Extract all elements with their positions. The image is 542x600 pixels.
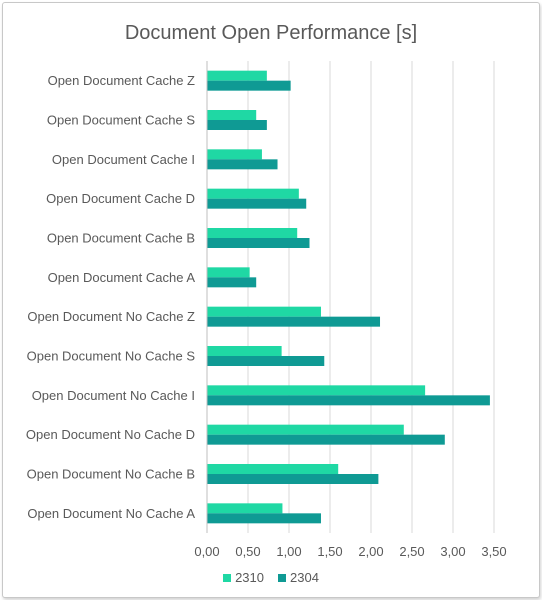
category-label: Open Document Cache A	[48, 270, 196, 285]
legend-item-2304: 2304	[278, 570, 319, 585]
bar-2304	[207, 80, 291, 91]
bar-2310	[207, 424, 404, 435]
bar-2304	[207, 316, 381, 327]
bar-2310	[207, 70, 267, 81]
bar-2310	[207, 464, 339, 474]
legend-label-2304: 2304	[290, 570, 319, 585]
bar-2304	[207, 356, 325, 366]
bar-2310	[207, 228, 298, 238]
x-tick-label: 2,50	[399, 544, 424, 559]
chart-title: Document Open Performance [s]	[124, 22, 418, 44]
bar-2310	[207, 346, 282, 356]
bar-2304	[207, 395, 490, 406]
bar-2304	[207, 434, 445, 445]
category-label: Open Document No Cache S	[27, 349, 196, 364]
bar-2304	[207, 513, 321, 524]
category-label: Open Document No Cache D	[26, 427, 195, 442]
legend-item-2310: 2310	[223, 570, 264, 585]
category-label: Open Document No Cache A	[27, 506, 195, 521]
legend-label-2310: 2310	[235, 570, 264, 585]
x-tick-label: 1,50	[317, 544, 342, 559]
x-tick-label: 3,00	[440, 544, 465, 559]
bar-2304	[207, 474, 379, 484]
bar-2310	[207, 267, 250, 278]
chart-legend: 2310 2304	[0, 570, 542, 585]
bar-2304	[207, 159, 278, 170]
bar-2310	[207, 110, 257, 120]
legend-swatch-2304	[278, 573, 286, 582]
bar-2310	[207, 385, 426, 396]
category-label: Open Document Cache I	[52, 152, 195, 167]
category-label: Open Document No Cache Z	[27, 309, 195, 324]
category-label: Open Document Cache D	[46, 191, 195, 206]
x-tick-label: 0,00	[194, 544, 219, 559]
bar-2310	[207, 149, 262, 160]
bar-2304	[207, 198, 307, 209]
category-label: Open Document No Cache I	[32, 388, 195, 403]
bar-2310	[207, 503, 283, 514]
bar-2304	[207, 277, 257, 288]
bar-2310	[207, 188, 299, 199]
category-label: Open Document Cache Z	[48, 73, 195, 88]
bar-2304	[207, 238, 310, 248]
bar-2310	[207, 306, 321, 317]
x-tick-label: 1,00	[276, 544, 301, 559]
x-tick-label: 2,00	[358, 544, 383, 559]
legend-swatch-2310	[223, 573, 232, 582]
x-tick-label: 3,50	[481, 544, 506, 559]
bar-2304	[207, 120, 267, 130]
category-label: Open Document No Cache B	[27, 467, 195, 482]
x-tick-label: 0,50	[235, 544, 260, 559]
category-label: Open Document Cache S	[47, 113, 195, 128]
category-label: Open Document Cache B	[47, 231, 195, 246]
